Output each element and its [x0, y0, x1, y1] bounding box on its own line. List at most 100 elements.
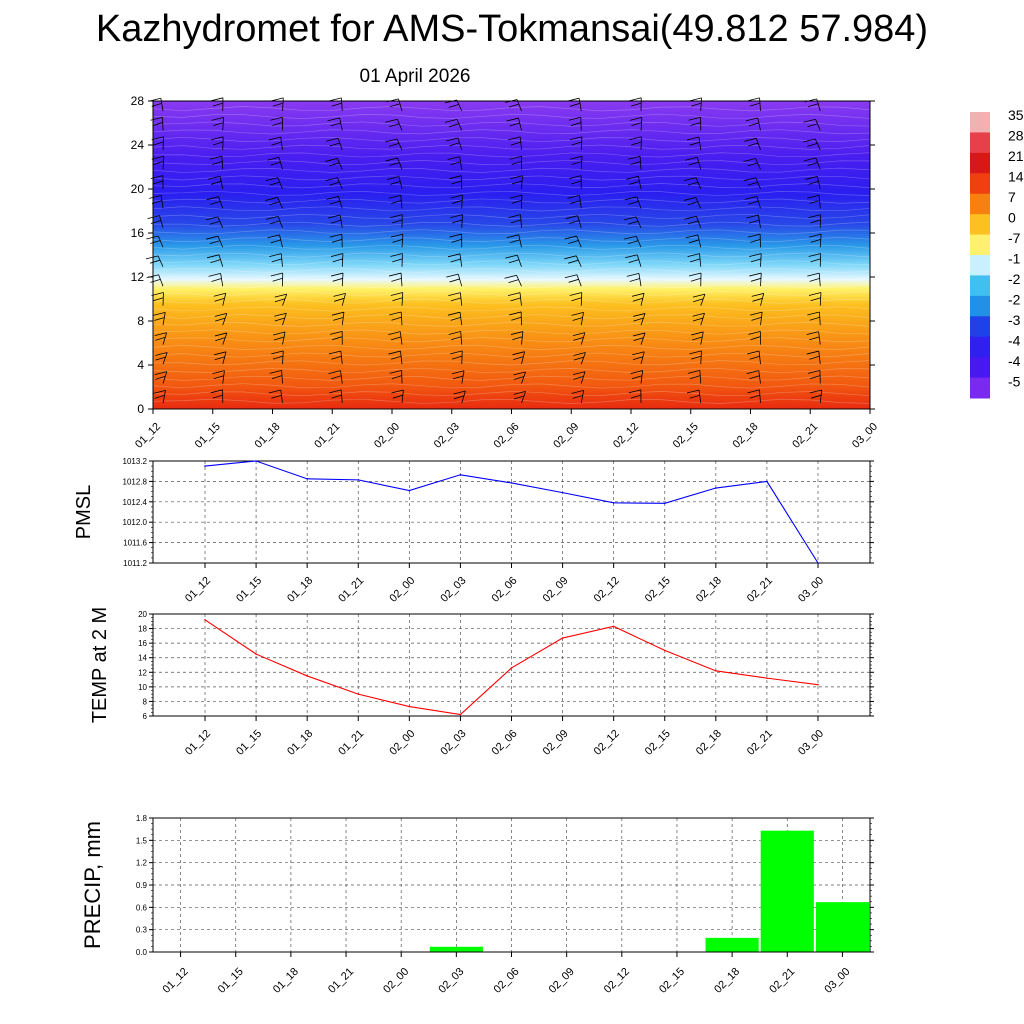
wind-barb-flag [506, 117, 519, 122]
wind-barb-flag [571, 161, 582, 165]
precip-bar [760, 830, 814, 952]
precip-y-axis-label: PRECIP, mm [80, 821, 105, 949]
wind-barb [157, 235, 164, 248]
contour-line [152, 183, 871, 189]
wind-barb-flag [155, 337, 166, 341]
wind-barb-flag [331, 311, 345, 316]
wind-barb-flag [328, 370, 341, 374]
wind-barb [459, 253, 463, 267]
wind-barb [700, 97, 702, 112]
wind-barb-flag [513, 376, 525, 380]
wind-barb [757, 117, 761, 131]
wind-barb-flag [388, 272, 402, 277]
wind-barb-flag [749, 253, 762, 257]
wind-barb [282, 313, 287, 326]
wind-barb [699, 370, 702, 384]
wind-barb-flag [508, 259, 520, 264]
wind-barb-flag [510, 175, 523, 180]
wind-barb-flag [213, 375, 224, 380]
wind-barb-flag [155, 352, 168, 356]
wind-barb-flag [146, 235, 159, 240]
pmsl-panel-y-tick-label: 1012.0 [123, 518, 148, 527]
precip-y-tick-label: 1.2 [136, 859, 148, 868]
precip-frame [152, 817, 871, 953]
wind-barb-flag [624, 235, 637, 240]
colorbar-swatch [970, 173, 990, 195]
wind-barb-flag [510, 219, 522, 224]
wind-barb-flag [808, 292, 822, 296]
contour-line [152, 329, 871, 335]
wind-barb-flag [748, 200, 759, 205]
wind-barb [401, 292, 404, 306]
contour-line [152, 160, 871, 166]
wind-barb [576, 274, 582, 287]
wind-barb-flag [687, 370, 700, 374]
pmsl-panel-data-point [459, 473, 462, 476]
wind-barb [699, 253, 702, 267]
pmsl-panel: 1011.2 1011.6 1012.0 1012.4 1012.8 1013.2 01_1… [73, 457, 874, 605]
precip-bar [429, 946, 483, 952]
wind-barb-flag [149, 195, 162, 199]
wind-barb-flag [803, 138, 816, 143]
wind-barb-flag [808, 103, 819, 108]
wind-barb-flag [511, 316, 522, 321]
wind-barb [162, 371, 168, 384]
wind-barb-flag [631, 102, 642, 107]
wind-barb-flag [270, 161, 281, 166]
wind-barb-flag [510, 141, 521, 146]
wind-barb-flag [271, 375, 283, 380]
wind-barb-flag [445, 137, 459, 142]
wind-barb-flag [688, 220, 699, 225]
pmsl-panel-data-point [306, 478, 308, 480]
wind-barb-flag [389, 311, 402, 316]
pmsl-panel-x-tick-label: 01_12 [183, 575, 213, 605]
wind-barb [760, 273, 762, 287]
contour-line [152, 244, 871, 250]
wind-barb-flag [691, 331, 704, 336]
pmsl-panel-data-point [817, 562, 819, 564]
precip-panel: 0.0 0.3 0.6 0.9 1.2 1.5 1.8 01_12 01_15 01_18 01_2… [80, 814, 874, 996]
wind-barb [461, 350, 463, 365]
wind-barb-flag [150, 240, 161, 244]
wind-barb-flag [209, 240, 220, 244]
wind-barb-flag [452, 219, 463, 224]
wind-barb [337, 138, 343, 151]
wind-barb [221, 156, 224, 170]
wind-barb [222, 313, 228, 326]
wind-barb-flag [386, 176, 400, 180]
wind-barb [698, 136, 702, 150]
contour-line [152, 129, 871, 135]
wind-barb [755, 158, 761, 170]
wind-barb [818, 273, 821, 287]
wind-barb-flag [632, 313, 646, 317]
wind-barb [396, 138, 403, 151]
wind-barb-flag [509, 155, 522, 160]
wind-barb [277, 177, 283, 190]
colorbar-label: 0 [1008, 210, 1016, 226]
temp-panel-data-point [766, 677, 768, 679]
wind-barb-flag [450, 161, 461, 166]
heatmap-y-tick-label: 12 [131, 270, 145, 284]
precip-x-tick-label: 02_09 [547, 966, 577, 996]
wind-barb-flag [571, 297, 582, 302]
wind-barb [401, 389, 404, 404]
wind-barb-flag [571, 180, 582, 185]
contour-line [152, 306, 871, 312]
wind-barb-flag [154, 332, 167, 336]
wind-barb-flag [509, 194, 523, 199]
wind-barb-flag [568, 175, 582, 180]
pmsl-panel-x-tick-label: 01_15 [234, 575, 264, 605]
wind-barb-flag [273, 336, 285, 341]
wind-barb-flag [807, 162, 818, 166]
wind-barb-flag [265, 197, 278, 201]
contour-line [152, 175, 871, 181]
wind-barb-flag [332, 336, 343, 341]
heatmap-x-tick-label: 01_21 [312, 421, 342, 451]
wind-barb [341, 312, 345, 326]
temp-panel-x-tick-label: 02_00 [387, 728, 417, 758]
wind-barb [815, 157, 821, 170]
wind-barb [640, 117, 643, 131]
wind-barb [695, 197, 702, 209]
precip-bar [815, 902, 869, 952]
